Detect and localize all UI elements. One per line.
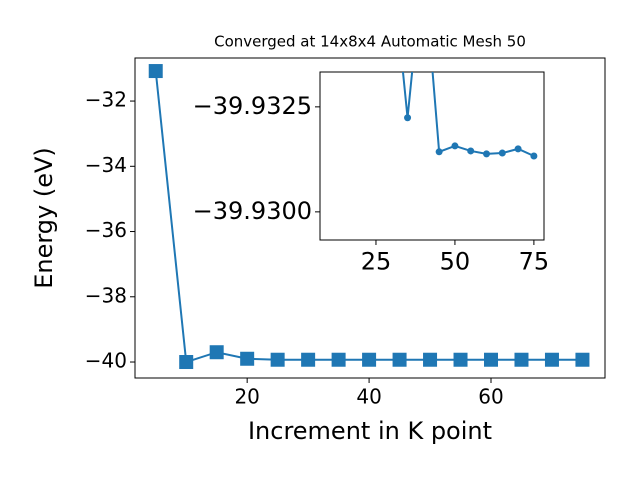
series <box>401 72 538 160</box>
marker <box>530 152 538 160</box>
marker <box>423 352 438 367</box>
chart-title: Converged at 14x8x4 Automatic Mesh 50 <box>214 33 526 51</box>
marker <box>483 150 491 158</box>
marker <box>451 142 459 150</box>
marker <box>575 352 590 367</box>
y-axis-label: Energy (eV) <box>30 147 58 289</box>
x-tick-label: 25 <box>361 247 392 275</box>
marker <box>544 352 559 367</box>
marker <box>435 148 443 156</box>
marker <box>331 352 346 367</box>
y-tick-label: −34 <box>85 153 127 177</box>
marker <box>179 355 194 370</box>
marker <box>270 352 285 367</box>
marker <box>301 352 316 367</box>
marker <box>404 114 412 122</box>
marker <box>240 351 255 366</box>
y-tick-label: −39.9300 <box>193 197 312 225</box>
y-tick-label: −38 <box>85 283 127 307</box>
marker <box>453 352 468 367</box>
y-tick-label: −40 <box>85 349 127 373</box>
line <box>401 72 535 157</box>
marker <box>362 352 377 367</box>
y-tick-label: −36 <box>85 218 127 242</box>
series <box>148 64 590 370</box>
marker <box>148 64 163 79</box>
y-tick-label: −39.9325 <box>193 92 312 120</box>
plot-area <box>319 71 545 241</box>
x-axis-label: Increment in K point <box>248 417 492 445</box>
x-tick-label: 75 <box>519 247 550 275</box>
x-tick-label: 50 <box>440 247 471 275</box>
marker <box>467 147 475 155</box>
x-tick-label: 40 <box>356 385 381 409</box>
y-tick-label: −32 <box>85 88 127 112</box>
marker <box>514 145 522 153</box>
marker <box>514 352 529 367</box>
marker <box>484 352 499 367</box>
marker <box>209 345 224 360</box>
x-tick-label: 20 <box>234 385 259 409</box>
marker <box>498 149 506 157</box>
x-tick-label: 60 <box>478 385 503 409</box>
marker <box>392 352 407 367</box>
